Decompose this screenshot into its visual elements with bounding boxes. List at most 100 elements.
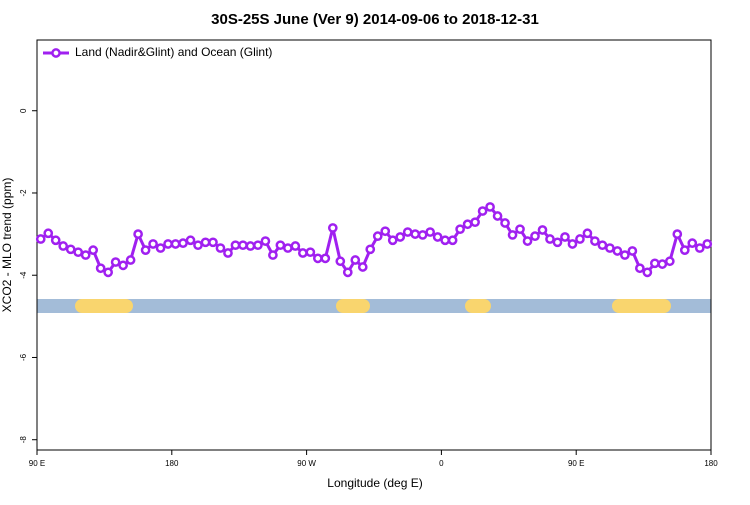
data-point <box>155 243 166 253</box>
data-point <box>492 211 503 221</box>
chart-title: 30S-25S June (Ver 9) 2014-09-06 to 2018-… <box>211 11 539 28</box>
data-point <box>582 228 593 239</box>
data-point <box>200 237 211 248</box>
legend-label: Land (Nadir&Glint) and Ocean (Glint) <box>75 45 272 59</box>
data-point <box>58 241 69 251</box>
data-point <box>402 227 413 237</box>
data-point <box>298 248 308 258</box>
data-point <box>170 239 181 249</box>
data-point <box>425 227 436 237</box>
data-point <box>65 244 76 255</box>
x-tick-label: 0 <box>439 459 444 468</box>
data-point <box>223 248 233 258</box>
data-point <box>185 235 196 246</box>
data-point <box>417 230 428 240</box>
y-axis-label: XCO2 - MLO trend (ppm) <box>0 178 14 313</box>
data-point <box>245 241 256 251</box>
land-band <box>612 299 671 313</box>
data-point <box>118 260 128 271</box>
y-tick-label: -8 <box>19 436 28 444</box>
y-tick-label: 0 <box>19 108 28 113</box>
ocean-band <box>37 299 711 313</box>
x-tick-label: 90 W <box>297 459 316 468</box>
data-point <box>500 218 510 228</box>
data-point <box>260 236 271 246</box>
data-point <box>515 224 525 235</box>
data-point <box>387 235 398 246</box>
data-point <box>95 263 106 274</box>
data-point <box>320 253 331 264</box>
data-point <box>312 253 323 264</box>
data-point <box>462 219 473 230</box>
y-tick-label: -2 <box>19 189 28 197</box>
data-point <box>447 235 458 246</box>
data-point <box>35 234 46 244</box>
land-band <box>75 299 133 313</box>
data-point <box>140 245 151 255</box>
data-point <box>672 229 683 239</box>
data-point <box>560 232 570 242</box>
legend-marker <box>51 48 61 58</box>
data-point <box>103 267 113 278</box>
data-point <box>350 255 361 265</box>
data-point <box>238 240 248 251</box>
data-point <box>283 243 293 253</box>
data-point <box>342 267 353 278</box>
data-point <box>365 244 376 255</box>
data-point <box>73 247 84 258</box>
data-point <box>545 234 555 244</box>
data-point <box>620 250 630 260</box>
data-point <box>305 247 316 258</box>
data-point <box>88 245 99 255</box>
x-tick-label: 90 E <box>568 459 584 468</box>
data-point <box>477 206 488 216</box>
data-point <box>275 240 286 251</box>
data-point <box>470 217 480 228</box>
data-point <box>522 236 533 246</box>
land-band <box>336 299 370 313</box>
data-point <box>612 246 623 256</box>
data-point <box>230 240 241 251</box>
data-point <box>178 238 188 248</box>
data-point <box>702 239 713 249</box>
data-point <box>50 235 61 246</box>
x-tick-label: 90 E <box>29 459 45 468</box>
data-point <box>148 239 158 249</box>
data-point <box>694 243 705 253</box>
data-point <box>110 257 121 267</box>
land-ocean-strip <box>37 299 711 313</box>
data-point <box>575 234 585 244</box>
data-point <box>537 225 548 235</box>
data-point <box>605 243 615 253</box>
data-point <box>357 262 368 272</box>
data-point <box>687 238 698 248</box>
data-point <box>80 250 91 260</box>
data-point <box>335 256 346 267</box>
data-point <box>590 236 600 246</box>
x-axis-label: Longitude (deg E) <box>327 476 422 490</box>
data-point <box>133 229 143 239</box>
data-point <box>440 235 450 246</box>
data-point <box>208 237 218 248</box>
data-point <box>410 229 421 239</box>
data-point <box>657 259 668 269</box>
y-tick-label: -6 <box>19 353 28 361</box>
data-point <box>372 231 383 242</box>
x-tick-label: 180 <box>704 459 718 468</box>
data-point <box>290 241 301 251</box>
data-point <box>215 243 226 253</box>
data-point <box>268 250 278 260</box>
data-point <box>507 230 518 240</box>
data-point <box>395 232 406 242</box>
data-point <box>597 240 608 251</box>
data-point <box>649 258 660 269</box>
data-point <box>455 224 465 235</box>
data-point <box>327 223 338 233</box>
data-point <box>380 226 391 237</box>
data-point <box>43 228 54 239</box>
x-tick-label: 180 <box>165 459 179 468</box>
data-point <box>664 256 675 267</box>
land-band <box>465 299 491 313</box>
data-point <box>432 232 443 242</box>
